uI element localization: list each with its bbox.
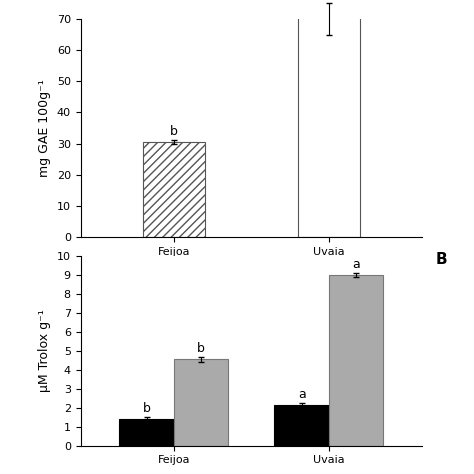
Y-axis label: μM Trolox g⁻¹: μM Trolox g⁻¹ xyxy=(38,310,51,392)
Bar xyxy=(274,405,329,446)
Bar xyxy=(143,142,205,237)
Text: a: a xyxy=(298,388,306,401)
Bar xyxy=(119,419,173,446)
Bar xyxy=(298,0,360,237)
X-axis label: Total polyphenols content: Total polyphenols content xyxy=(150,262,353,276)
Text: b: b xyxy=(197,342,205,355)
Text: b: b xyxy=(143,402,150,415)
Bar xyxy=(329,275,383,446)
Text: a: a xyxy=(352,258,360,271)
Bar xyxy=(173,359,228,446)
Text: b: b xyxy=(170,125,178,138)
Text: B: B xyxy=(436,252,447,267)
Y-axis label: mg GAE 100g⁻¹: mg GAE 100g⁻¹ xyxy=(38,79,51,177)
